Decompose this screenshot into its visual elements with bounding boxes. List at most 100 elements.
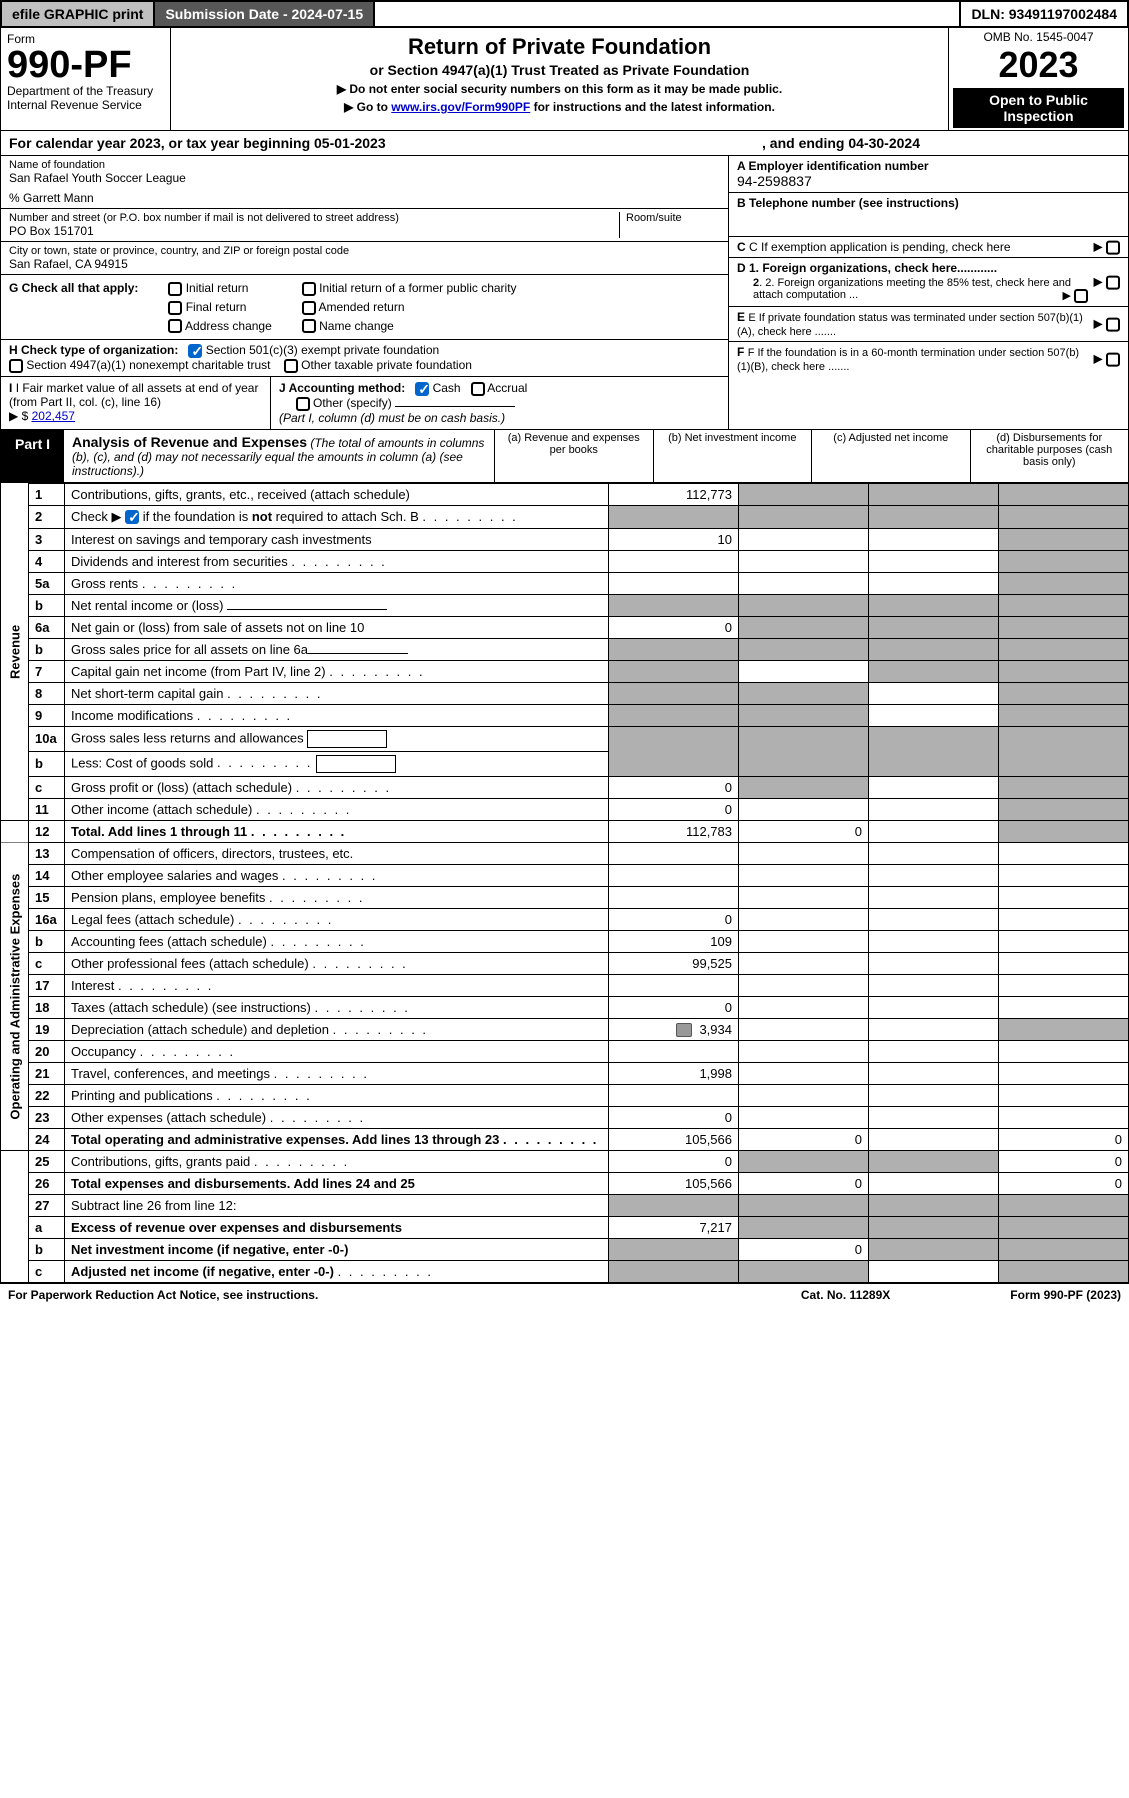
tax-year: 2023 (953, 44, 1124, 86)
header-right: OMB No. 1545-0047 2023 Open to PublicIns… (948, 28, 1128, 130)
table-row: 23Other expenses (attach schedule) 0 (1, 1107, 1129, 1129)
chk-initial-former[interactable] (302, 282, 316, 296)
table-row: Revenue 1 Contributions, gifts, grants, … (1, 483, 1129, 505)
top-bar: efile GRAPHIC print Submission Date - 20… (0, 0, 1129, 28)
table-row: 16aLegal fees (attach schedule) 0 (1, 908, 1129, 930)
chk-name-change[interactable] (302, 319, 316, 333)
header-left: Form 990-PF Department of the Treasury I… (1, 28, 171, 130)
table-row: 21Travel, conferences, and meetings 1,99… (1, 1063, 1129, 1085)
omb-number: OMB No. 1545-0047 (953, 30, 1124, 44)
chk-60month[interactable] (1106, 353, 1120, 367)
section-c: C C If exemption application is pending,… (729, 237, 1128, 258)
ty-begin: 05-01-2023 (314, 135, 386, 151)
col-c-head: (c) Adjusted net income (811, 430, 970, 482)
ein-value: 94-2598837 (737, 173, 812, 189)
chk-other-taxable[interactable] (284, 359, 298, 373)
city-cell: City or town, state or province, country… (1, 242, 728, 275)
table-row: cAdjusted net income (if negative, enter… (1, 1261, 1129, 1283)
room-label: Room/suite (626, 212, 720, 224)
revenue-side-label: Revenue (1, 483, 29, 820)
footer-mid: Cat. No. 11289X (801, 1288, 890, 1302)
table-row: 25Contributions, gifts, grants paid 00 (1, 1151, 1129, 1173)
foundation-name: San Rafael Youth Soccer League (9, 171, 720, 185)
part1-header: Part I Analysis of Revenue and Expenses … (0, 430, 1129, 483)
table-row: 15Pension plans, employee benefits (1, 886, 1129, 908)
chk-cash[interactable] (415, 382, 429, 396)
table-row: 17Interest (1, 974, 1129, 996)
chk-501c3[interactable] (188, 344, 202, 358)
chk-terminated[interactable] (1106, 318, 1120, 332)
table-row: 10aGross sales less returns and allowanc… (1, 726, 1129, 751)
section-g: G Check all that apply: Initial return F… (1, 275, 728, 340)
table-row: cGross profit or (loss) (attach schedule… (1, 776, 1129, 798)
table-row: 14Other employee salaries and wages (1, 864, 1129, 886)
chk-85pct[interactable] (1074, 289, 1088, 303)
ein-cell: A Employer identification number 94-2598… (729, 156, 1128, 193)
irs-link[interactable]: www.irs.gov/Form990PF (391, 100, 530, 114)
expenses-side-label: Operating and Administrative Expenses (1, 842, 29, 1151)
table-row: 18Taxes (attach schedule) (see instructi… (1, 996, 1129, 1018)
footer-left: For Paperwork Reduction Act Notice, see … (8, 1288, 318, 1302)
page-footer: For Paperwork Reduction Act Notice, see … (0, 1283, 1129, 1306)
chk-4947[interactable] (9, 359, 23, 373)
form-note2: ▶ Go to www.irs.gov/Form990PF for instru… (181, 100, 938, 114)
chk-amended[interactable] (302, 301, 316, 315)
table-row: 6aNet gain or (loss) from sale of assets… (1, 616, 1129, 638)
dln-label: DLN: 93491197002484 (959, 2, 1127, 26)
table-row: 12Total. Add lines 1 through 11 112,7830 (1, 820, 1129, 842)
chk-sch-b[interactable] (125, 510, 139, 524)
table-row: bNet investment income (if negative, ent… (1, 1239, 1129, 1261)
phone-cell: B Telephone number (see instructions) (729, 193, 1128, 237)
part1-label: Part I (1, 430, 64, 482)
table-row: 9Income modifications (1, 704, 1129, 726)
chk-other-method[interactable] (296, 397, 310, 411)
table-row: 5aGross rents (1, 572, 1129, 594)
chk-final-return[interactable] (168, 301, 182, 315)
part1-title: Analysis of Revenue and Expenses (The to… (64, 430, 494, 482)
entity-info-block: Name of foundation San Rafael Youth Socc… (0, 156, 1129, 430)
section-ij: I I Fair market value of all assets at e… (1, 377, 728, 429)
table-row: 11Other income (attach schedule) 0 (1, 798, 1129, 820)
street-address: PO Box 151701 (9, 224, 613, 238)
efile-print-button[interactable]: efile GRAPHIC print (2, 2, 155, 26)
col-d-head: (d) Disbursements for charitable purpose… (970, 430, 1129, 482)
table-row: aExcess of revenue over expenses and dis… (1, 1217, 1129, 1239)
address-row: Number and street (or P.O. box number if… (1, 209, 728, 242)
chk-initial-return[interactable] (168, 282, 182, 296)
table-row: 19Depreciation (attach schedule) and dep… (1, 1018, 1129, 1041)
form-note1: ▶ Do not enter social security numbers o… (181, 82, 938, 96)
attachment-icon[interactable] (676, 1023, 692, 1037)
ty-end: 04-30-2024 (848, 135, 920, 151)
table-row: 27Subtract line 26 from line 12: (1, 1195, 1129, 1217)
table-row: 3Interest on savings and temporary cash … (1, 528, 1129, 550)
section-f: F F If the foundation is in a 60-month t… (729, 342, 1128, 376)
table-row: 24Total operating and administrative exp… (1, 1129, 1129, 1151)
table-row: 2 Check ▶ if the foundation is not requi… (1, 505, 1129, 528)
table-row: cOther professional fees (attach schedul… (1, 952, 1129, 974)
table-row: 4Dividends and interest from securities (1, 550, 1129, 572)
section-d: D 1. Foreign organizations, check here..… (729, 258, 1128, 307)
calendar-year-row: For calendar year 2023, or tax year begi… (0, 131, 1129, 156)
fmv-value[interactable]: 202,457 (32, 409, 75, 423)
submission-date-label: Submission Date - 2024-07-15 (155, 2, 375, 26)
care-of: % Garrett Mann (9, 191, 720, 205)
table-row: 20Occupancy (1, 1041, 1129, 1063)
footer-right: Form 990-PF (2023) (1010, 1288, 1121, 1302)
dept-line2: Internal Revenue Service (7, 98, 164, 112)
table-row: 7Capital gain net income (from Part IV, … (1, 660, 1129, 682)
section-e: E E If private foundation status was ter… (729, 307, 1128, 342)
form-title: Return of Private Foundation (181, 34, 938, 60)
chk-accrual[interactable] (471, 382, 485, 396)
chk-foreign-org[interactable] (1106, 275, 1120, 289)
part1-table: Revenue 1 Contributions, gifts, grants, … (0, 483, 1129, 1284)
table-row: bGross sales price for all assets on lin… (1, 638, 1129, 660)
city-state-zip: San Rafael, CA 94915 (9, 257, 720, 271)
chk-exemption-pending[interactable] (1106, 240, 1120, 254)
col-a-head: (a) Revenue and expenses per books (494, 430, 653, 482)
form-header: Form 990-PF Department of the Treasury I… (0, 28, 1129, 131)
chk-address-change[interactable] (168, 319, 182, 333)
name-cell: Name of foundation San Rafael Youth Socc… (1, 156, 728, 209)
col-b-head: (b) Net investment income (653, 430, 812, 482)
header-center: Return of Private Foundation or Section … (171, 28, 948, 130)
dept-line1: Department of the Treasury (7, 84, 164, 98)
